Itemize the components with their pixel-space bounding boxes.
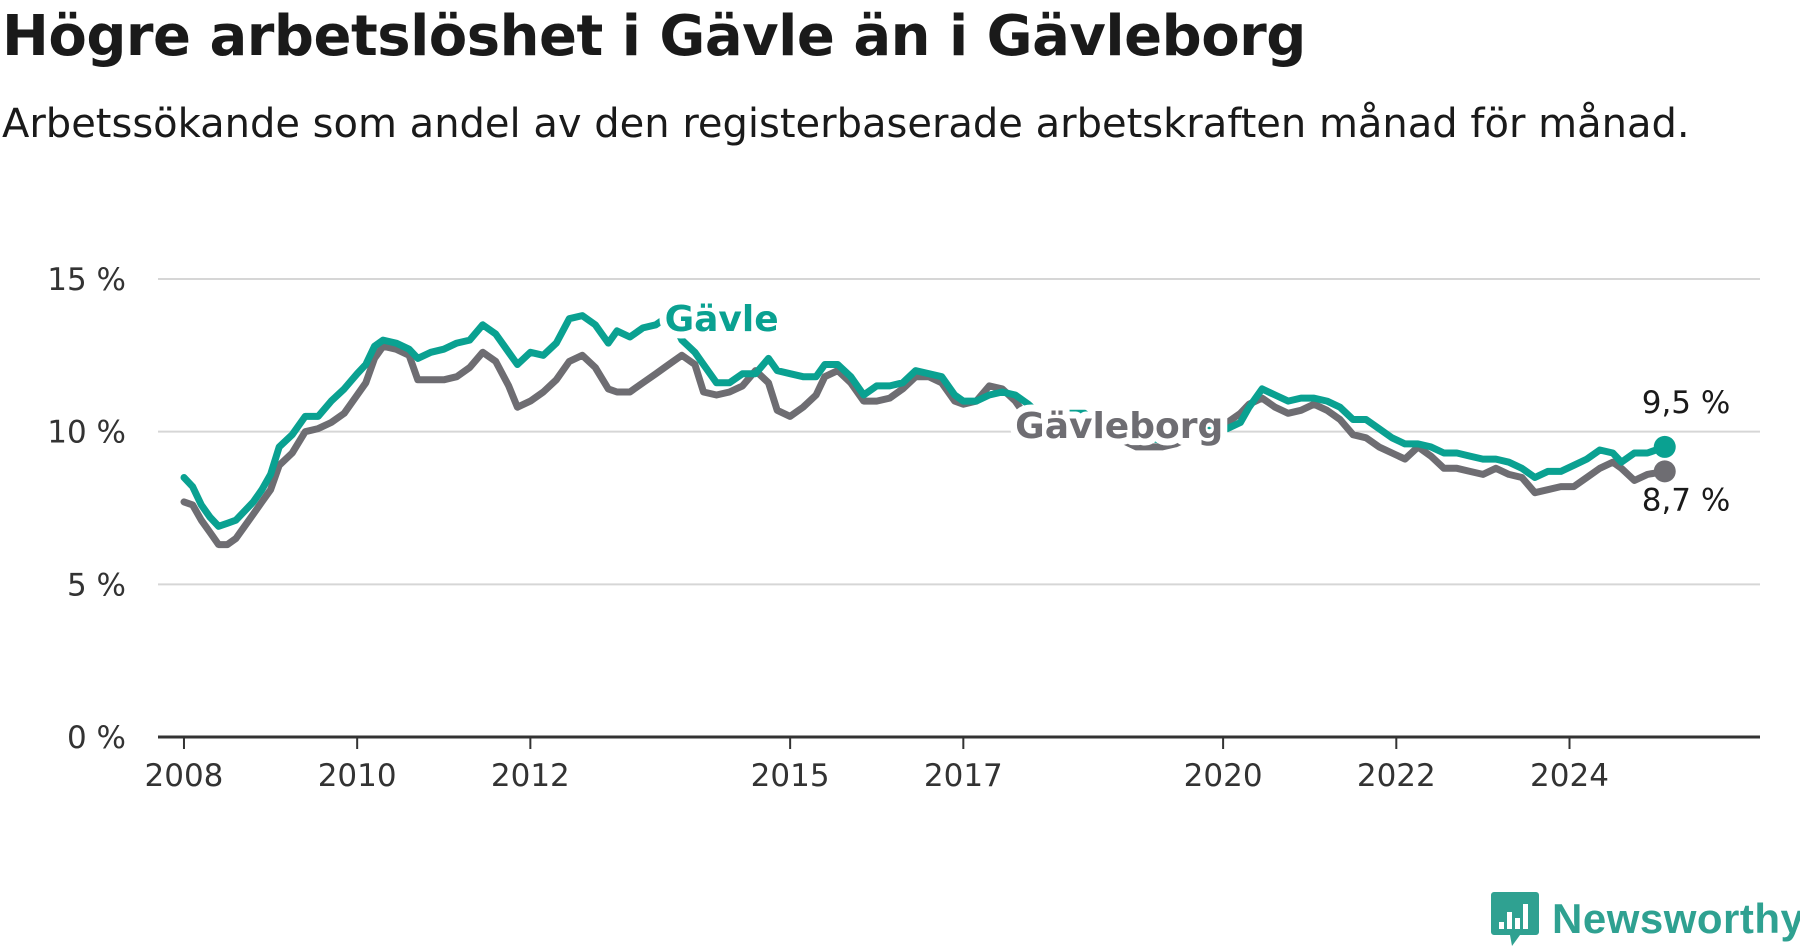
end-point-gavleborg: [1653, 460, 1676, 483]
end-point-gavle: [1653, 435, 1676, 458]
y-tick-label: 0 %: [67, 720, 126, 756]
x-tick-label: 2017: [924, 758, 1003, 794]
chart-subtitle: Arbetssökande som andel av den registerb…: [2, 101, 1690, 147]
brand-logo: Newsworthy: [1490, 886, 1800, 952]
newsworthy-logo-icon: [1491, 892, 1539, 946]
x-tick-label: 2012: [491, 758, 570, 794]
x-tick-label: 2008: [145, 758, 224, 794]
x-tick-label: 2024: [1530, 758, 1609, 794]
series-lines: [180, 312, 1676, 549]
x-tick-label: 2020: [1184, 758, 1263, 794]
x-tick-label: 2022: [1357, 758, 1436, 794]
x-tick-label: 2015: [751, 758, 830, 794]
chart-title: Högre arbetslöshet i Gävle än i Gävlebor…: [2, 4, 1306, 69]
series-name-gavle: Gävle: [665, 299, 779, 340]
y-tick-label: 5 %: [67, 567, 126, 603]
y-tick-label: 10 %: [47, 415, 126, 451]
gridlines: [158, 278, 1760, 749]
end-value-label-gavleborg: 8,7 %: [1642, 482, 1731, 518]
series-name-gavleborg: Gävleborg: [1015, 406, 1223, 447]
series-line-gavle: [180, 312, 1669, 530]
x-tick-label: 2010: [318, 758, 397, 794]
y-tick-label: 15 %: [47, 262, 126, 298]
series-line-gavleborg: [180, 342, 1669, 549]
end-value-label-gavle: 9,5 %: [1642, 385, 1731, 421]
chart-labels: 0 % 5 % 10 % 15 % 2008 2010 2012 2015 2017 2020 20…: [47, 262, 1730, 794]
brand-name: Newsworthy: [1552, 895, 1800, 942]
